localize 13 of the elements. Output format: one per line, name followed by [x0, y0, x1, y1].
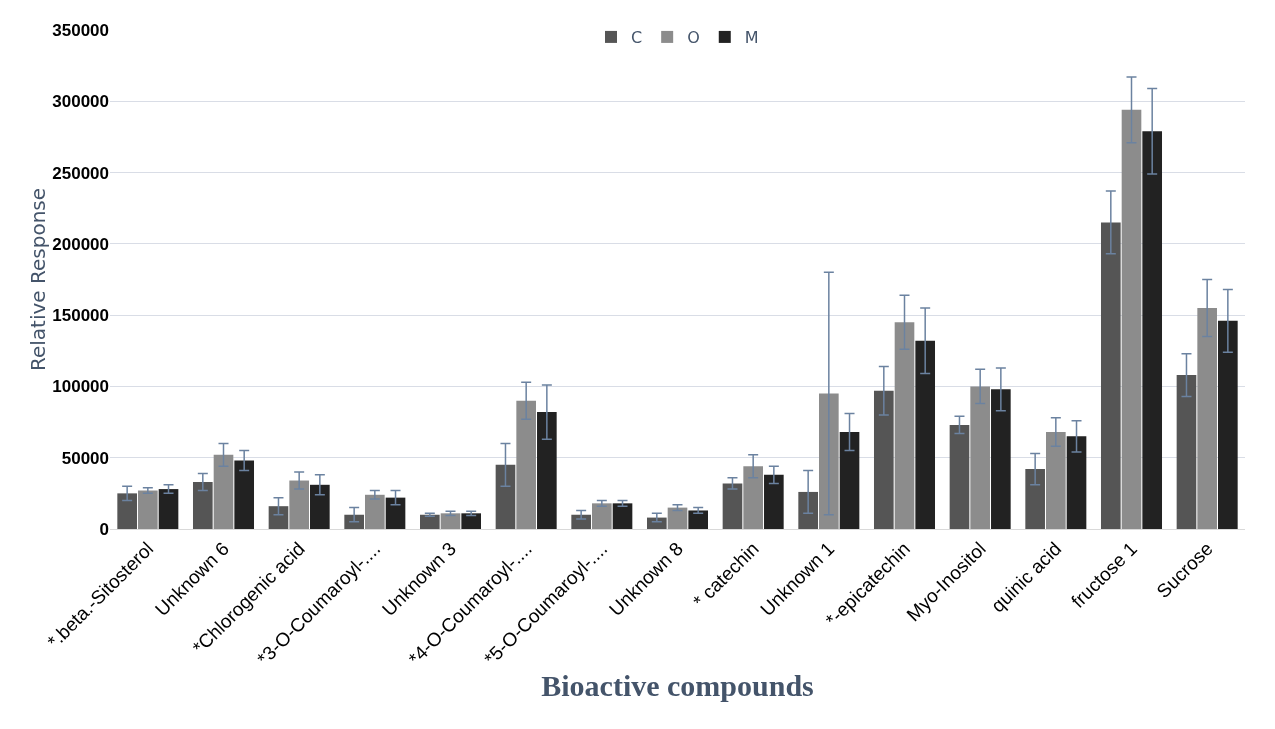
y-tick-label: 150000: [52, 306, 109, 326]
y-tick-label: 100000: [52, 377, 109, 397]
legend-label: C: [631, 28, 643, 48]
y-tick-label: 250000: [52, 163, 109, 183]
y-tick-label: 350000: [52, 20, 109, 40]
y-tick-label: 50000: [61, 448, 109, 468]
x-axis-title: Bioactive compounds: [541, 669, 814, 703]
legend-label: O: [687, 28, 700, 48]
y-tick-label: 300000: [52, 92, 109, 112]
y-tick-label: 200000: [52, 234, 109, 254]
y-axis-title: Relative Response: [26, 187, 51, 372]
y-tick-label: 0: [99, 519, 109, 539]
legend-label: M: [744, 28, 759, 48]
